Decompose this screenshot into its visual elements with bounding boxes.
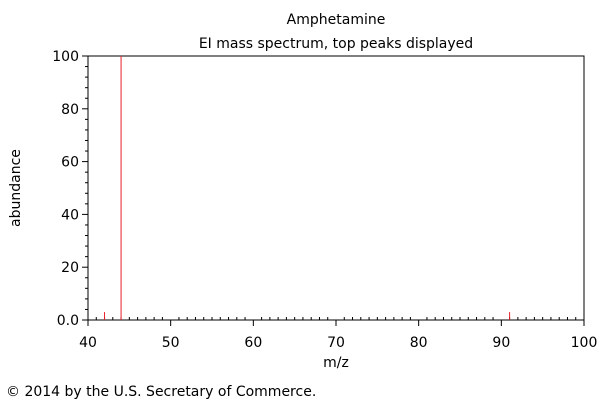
- x-major-ticks: [87, 320, 585, 326]
- y-major-ticks: [82, 55, 88, 321]
- y-tick-label: 100: [52, 49, 79, 65]
- copyright-notice: © 2014 by the U.S. Secretary of Commerce…: [6, 384, 316, 400]
- x-tick-label: 70: [327, 335, 345, 351]
- x-tick-labels: 40 50 60 70 80 90 100: [79, 335, 597, 351]
- x-minor-ticks: [95, 317, 577, 320]
- y-axis-label: abundance: [8, 149, 24, 227]
- y-tick-label: 20: [61, 260, 79, 276]
- y-tick-label: 60: [61, 155, 79, 171]
- x-tick-label: 80: [410, 335, 428, 351]
- x-tick-label: 40: [79, 335, 97, 351]
- plot-frame: [87, 55, 585, 321]
- y-tick-label: 40: [61, 207, 79, 223]
- y-tick-label: 0.0: [57, 313, 79, 329]
- x-tick-label: 100: [571, 335, 598, 351]
- x-tick-label: 60: [244, 335, 262, 351]
- y-tick-label: 80: [61, 102, 79, 118]
- chart-title: Amphetamine: [287, 12, 386, 28]
- x-tick-label: 50: [162, 335, 180, 351]
- y-tick-labels: 0.0 20 40 60 80 100: [52, 49, 79, 329]
- x-tick-label: 90: [492, 335, 510, 351]
- y-minor-ticks: [85, 66, 88, 310]
- chart-subtitle: EI mass spectrum, top peaks displayed: [199, 36, 473, 52]
- spectrum-peaks: [104, 56, 511, 320]
- x-axis-label: m/z: [323, 355, 349, 371]
